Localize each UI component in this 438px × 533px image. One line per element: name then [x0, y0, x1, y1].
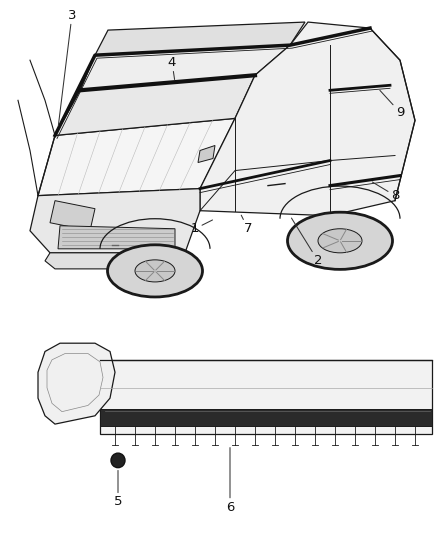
- Text: 2: 2: [291, 218, 322, 268]
- Polygon shape: [58, 226, 175, 249]
- Polygon shape: [100, 408, 432, 426]
- Text: 9: 9: [380, 90, 404, 119]
- Polygon shape: [50, 200, 95, 231]
- Ellipse shape: [287, 212, 392, 269]
- Polygon shape: [100, 360, 432, 434]
- Text: 4: 4: [168, 56, 176, 79]
- Polygon shape: [30, 189, 200, 253]
- Polygon shape: [200, 22, 415, 216]
- Ellipse shape: [318, 229, 362, 253]
- Polygon shape: [38, 118, 235, 196]
- Ellipse shape: [107, 245, 202, 297]
- Polygon shape: [198, 146, 215, 163]
- Text: 8: 8: [372, 182, 399, 202]
- Polygon shape: [45, 253, 200, 269]
- Text: 5: 5: [114, 471, 122, 508]
- Polygon shape: [38, 343, 115, 424]
- Polygon shape: [55, 75, 255, 135]
- Ellipse shape: [111, 453, 125, 467]
- Text: 1: 1: [191, 220, 212, 235]
- Polygon shape: [80, 45, 290, 90]
- Ellipse shape: [135, 260, 175, 282]
- Text: 6: 6: [226, 448, 234, 514]
- Text: 7: 7: [241, 215, 252, 235]
- Text: 3: 3: [58, 9, 76, 126]
- Polygon shape: [95, 22, 305, 55]
